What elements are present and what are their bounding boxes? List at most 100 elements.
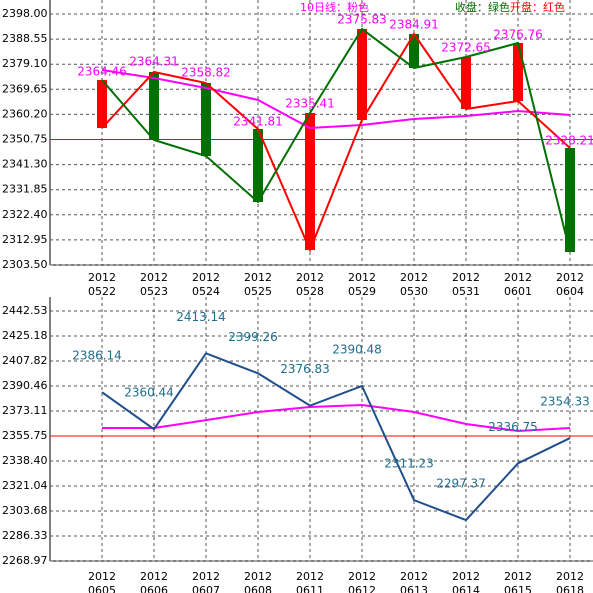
x-tick-label: 0618 — [556, 584, 584, 593]
ma-line — [101, 69, 571, 130]
x-tick-label: 2012 — [244, 570, 272, 583]
x-tick-label: 0528 — [296, 285, 324, 298]
x-tick-label: 2012 — [452, 570, 480, 583]
y-tick-label: 2268.97 — [2, 554, 48, 567]
x-tick-label: 0604 — [556, 285, 584, 298]
y-tick-label: 2350.75 — [2, 133, 48, 146]
value-label: 2354.33 — [540, 395, 590, 409]
x-tick-label: 0611 — [296, 584, 324, 593]
y-tick-label: 2390.46 — [2, 379, 48, 392]
legend-entry: 10日线：粉色 — [300, 0, 369, 14]
point-label: 2358.82 — [181, 66, 231, 80]
value-label: 2376.83 — [280, 362, 330, 376]
line — [101, 352, 571, 522]
candle-body — [565, 147, 575, 253]
candle-body — [461, 57, 471, 110]
value-label: 2297.37 — [436, 477, 486, 491]
y-tick-label: 2379.10 — [2, 57, 48, 70]
candle-body — [97, 80, 107, 128]
x-tick-label: 0523 — [140, 285, 168, 298]
point-label: 2375.83 — [337, 13, 387, 27]
x-tick-label: 2012 — [140, 570, 168, 583]
legend-entry: 收盘：绿色 — [455, 0, 510, 14]
y-tick-label: 2321.04 — [2, 479, 48, 492]
point-label: 2372.65 — [441, 41, 491, 55]
point-label: 2376.76 — [493, 28, 543, 42]
x-tick-label: 0607 — [192, 584, 220, 593]
y-tick-label: 2360.20 — [2, 107, 48, 120]
y-tick-label: 2338.40 — [2, 454, 48, 467]
y-tick-label: 2286.33 — [2, 529, 48, 542]
y-tick-label: 2303.68 — [2, 504, 48, 517]
x-tick-label: 0614 — [452, 584, 480, 593]
candle-body — [149, 72, 159, 141]
value-label: 2399.26 — [228, 330, 278, 344]
x-tick-label: 2012 — [556, 271, 584, 284]
x-tick-label: 0612 — [348, 584, 376, 593]
y-tick-label: 2407.82 — [2, 354, 48, 367]
x-tick-label: 2012 — [192, 570, 220, 583]
legend-entry: 开盘：红色 — [510, 0, 565, 14]
ma-line — [102, 403, 571, 433]
value-label: 2311.23 — [384, 457, 434, 471]
x-tick-label: 0605 — [88, 584, 116, 593]
x-tick-label: 2012 — [504, 570, 532, 583]
x-tick-label: 0601 — [504, 285, 532, 298]
y-tick-label: 2331.85 — [2, 183, 48, 196]
candle-body — [513, 43, 523, 102]
x-tick-label: 0530 — [400, 285, 428, 298]
candle-body — [253, 129, 263, 202]
y-tick-label: 2442.53 — [2, 304, 48, 317]
y-tick-label: 2322.40 — [2, 208, 48, 221]
value-label: 2390.48 — [332, 342, 382, 356]
y-tick-label: 2388.55 — [2, 32, 48, 45]
x-tick-label: 2012 — [296, 271, 324, 284]
point-label: 2384.91 — [389, 18, 439, 32]
x-tick-label: 2012 — [192, 271, 220, 284]
candle-body — [357, 29, 367, 121]
x-tick-label: 2012 — [140, 271, 168, 284]
open-line — [101, 32, 571, 253]
y-tick-label: 2369.65 — [2, 82, 48, 95]
x-tick-label: 2012 — [504, 271, 532, 284]
x-tick-label: 0606 — [140, 584, 168, 593]
point-label: 2364.31 — [129, 55, 179, 69]
point-label: 2364.46 — [77, 65, 127, 79]
candle-body — [305, 112, 315, 250]
y-tick-label: 2312.95 — [2, 233, 48, 246]
point-label: 2341.81 — [233, 115, 283, 129]
x-tick-label: 2012 — [296, 570, 324, 583]
x-tick-label: 0531 — [452, 285, 480, 298]
value-label: 2336.75 — [488, 420, 538, 434]
x-tick-label: 2012 — [556, 570, 584, 583]
close-line — [101, 27, 571, 253]
candle-body — [409, 34, 419, 68]
x-tick-label: 0529 — [348, 285, 376, 298]
y-tick-label: 2303.50 — [2, 258, 48, 271]
candle-body — [201, 83, 211, 156]
x-tick-label: 0608 — [244, 584, 272, 593]
point-label: 2335.41 — [285, 97, 335, 111]
x-tick-label: 2012 — [348, 570, 376, 583]
x-tick-label: 0613 — [400, 584, 428, 593]
x-tick-label: 2012 — [244, 271, 272, 284]
x-tick-label: 2012 — [88, 271, 116, 284]
y-tick-label: 2355.75 — [2, 429, 48, 442]
x-tick-label: 2012 — [400, 271, 428, 284]
x-tick-label: 2012 — [400, 570, 428, 583]
y-tick-label: 2398.00 — [2, 7, 48, 20]
y-tick-label: 2341.30 — [2, 158, 48, 171]
value-label: 2386.14 — [72, 349, 122, 363]
x-tick-label: 2012 — [452, 271, 480, 284]
x-tick-label: 2012 — [88, 570, 116, 583]
y-tick-label: 2425.18 — [2, 329, 48, 342]
value-label: 2360.44 — [124, 386, 174, 400]
y-tick-label: 2373.11 — [2, 404, 48, 417]
point-label: 2328.21 — [545, 134, 593, 148]
x-tick-label: 2012 — [348, 271, 376, 284]
x-tick-label: 0524 — [192, 285, 220, 298]
x-tick-label: 0615 — [504, 584, 532, 593]
value-label: 2413.14 — [176, 310, 226, 324]
x-tick-label: 0522 — [88, 285, 116, 298]
